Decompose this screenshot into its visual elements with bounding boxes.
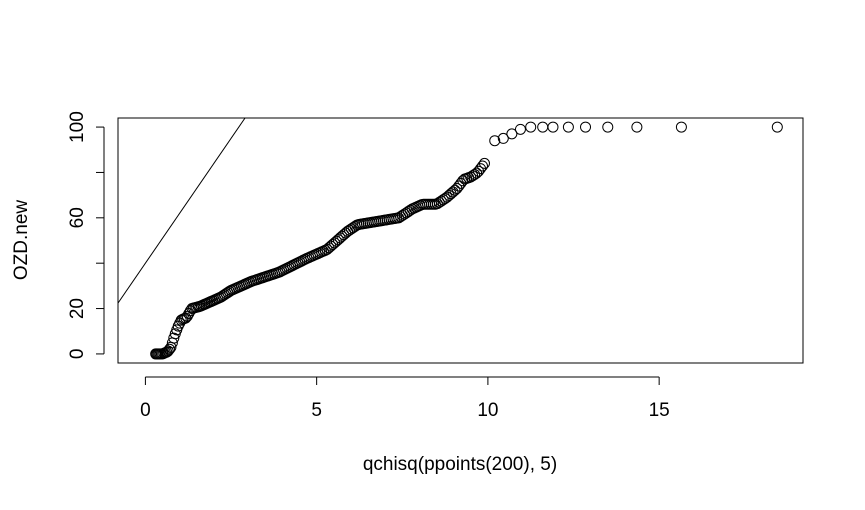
x-tick-label: 10	[477, 400, 498, 421]
data-point	[469, 168, 481, 180]
y-tick-label: 60	[67, 207, 88, 228]
reference-line-layer	[117, 117, 246, 304]
data-point	[675, 121, 687, 133]
data-point	[319, 244, 331, 256]
y-axis-label: OZD.new	[11, 200, 32, 281]
y-axis: 0 20 60 100	[67, 111, 105, 360]
x-tick-label: 15	[649, 400, 670, 421]
x-axis: 0 5 10 15	[140, 376, 670, 421]
x-tick-label: 0	[140, 400, 151, 421]
data-point	[449, 184, 461, 196]
data-point	[537, 121, 549, 133]
data-point	[525, 121, 537, 133]
data-point	[771, 121, 783, 133]
data-point	[514, 123, 526, 135]
data-point	[340, 227, 352, 239]
data-point	[631, 121, 643, 133]
data-point	[489, 135, 501, 147]
y-tick-label: 0	[67, 349, 88, 360]
data-point	[168, 332, 180, 344]
x-axis-label: qchisq(ppoints(200), 5)	[363, 454, 557, 475]
data-point	[477, 160, 488, 172]
data-point	[478, 157, 490, 169]
x-tick-label: 5	[311, 400, 322, 421]
data-point	[506, 128, 518, 140]
data-point	[547, 121, 559, 133]
data-point	[602, 121, 614, 133]
points-layer	[150, 121, 783, 360]
y-tick-label: 100	[67, 111, 88, 143]
data-point	[164, 343, 176, 355]
data-point	[562, 121, 574, 133]
y-tick-label: 20	[67, 298, 88, 319]
data-point	[447, 186, 459, 198]
plot-frame	[117, 117, 804, 364]
data-point	[580, 121, 592, 133]
plot-area	[117, 117, 804, 364]
reference-line	[117, 117, 246, 304]
data-point	[497, 132, 509, 144]
